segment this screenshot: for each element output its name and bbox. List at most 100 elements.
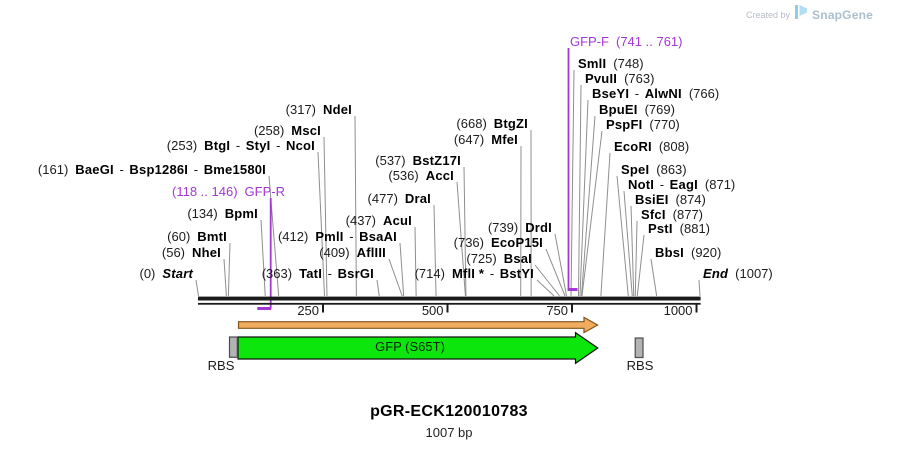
- site-enzyme-name: BseYI: [592, 86, 630, 101]
- site-enzyme-name: Bsp1286I: [129, 162, 189, 177]
- site-enzyme-name: StyI: [245, 138, 271, 153]
- leader-line: [636, 234, 645, 297]
- rbs-label-right: RBS: [626, 358, 654, 373]
- site-enzyme-name: PvuII: [585, 71, 618, 86]
- site-name-separator: -: [631, 86, 643, 101]
- site-position: (748): [613, 56, 644, 71]
- leader-line: [545, 248, 566, 297]
- primer-label-gfp-f: GFP-F (741 .. 761): [570, 35, 683, 49]
- site-name-separator: -: [272, 138, 285, 153]
- site-enzyme-name: MfeI: [491, 132, 518, 147]
- leader-line: [399, 242, 405, 297]
- leader-line: [227, 242, 231, 297]
- leader-line: [414, 226, 417, 297]
- leader-line: [354, 115, 357, 297]
- cds-arrow: [237, 331, 599, 365]
- site-enzyme-name: NdeI: [323, 102, 352, 117]
- site-enzyme-name: MflI *: [451, 266, 485, 281]
- leader-line: [579, 99, 589, 297]
- site-enzyme-name: NcoI: [286, 138, 315, 153]
- ruler-tick-label: 500: [421, 303, 444, 318]
- site-position: (725): [466, 251, 497, 266]
- site-enzyme-name: SfcI: [641, 207, 666, 222]
- site-enzyme-name: TatI: [299, 266, 323, 281]
- site-position: (161): [37, 162, 69, 177]
- primer-range: (741 .. 761): [616, 34, 683, 49]
- site-enzyme-name: BsiEI: [635, 192, 669, 207]
- site-name-separator: -: [232, 138, 244, 153]
- site-name-separator: -: [115, 162, 128, 177]
- restriction-site-label: (0) Start: [139, 267, 193, 281]
- site-position: (877): [672, 207, 704, 222]
- site-enzyme-name: EagI: [669, 177, 698, 192]
- ruler-bar: [198, 296, 701, 301]
- watermark-created-by: Created by: [746, 9, 791, 20]
- ruler-tick-label: 250: [297, 303, 320, 318]
- site-enzyme-name: BsaAI: [359, 229, 397, 244]
- site-position: (317): [285, 102, 317, 117]
- site-enzyme-name: SmlI: [578, 56, 607, 71]
- site-enzyme-name: BsrGI: [337, 266, 374, 281]
- site-enzyme-name: End: [703, 266, 729, 281]
- site-enzyme-name: BtgZI: [493, 116, 528, 131]
- site-enzyme-name: BpuEI: [599, 102, 638, 117]
- cds-label: GFP (S65T): [375, 339, 445, 354]
- site-enzyme-name: AflIII: [356, 245, 386, 260]
- restriction-site-label: (253) BtgI - StyI - NcoI: [167, 139, 315, 153]
- restriction-site-label: PvuII (763): [585, 72, 654, 86]
- restriction-site-label: (409) AflIII: [319, 246, 386, 260]
- site-position: (871): [704, 177, 736, 192]
- leader-line: [268, 175, 280, 297]
- site-enzyme-name: BpmI: [224, 206, 258, 221]
- leader-line: [317, 151, 325, 297]
- leader-line: [580, 115, 596, 297]
- primer-name: GFP-R: [244, 184, 285, 199]
- site-enzyme-name: DrdI: [525, 220, 552, 235]
- primer-name: GFP-F: [570, 34, 609, 49]
- site-enzyme-name: AlwNI: [644, 86, 682, 101]
- site-enzyme-name: PspFI: [606, 117, 643, 132]
- site-position: (647): [453, 132, 485, 147]
- site-position: (874): [675, 192, 706, 207]
- site-position: (770): [649, 117, 680, 132]
- watermark-brand: SnapGene: [812, 7, 873, 22]
- site-name-separator: -: [190, 162, 202, 177]
- site-position: (1007): [735, 266, 773, 281]
- snapgene-logo-icon: [794, 4, 808, 25]
- site-name-separator: -: [345, 229, 358, 244]
- site-position: (537): [375, 153, 406, 168]
- restriction-site-label: PstI (881): [648, 222, 710, 236]
- site-enzyme-name: SpeI: [621, 162, 650, 177]
- site-enzyme-name: BmtI: [197, 229, 227, 244]
- leader-line: [634, 220, 638, 297]
- site-position: (763): [624, 71, 655, 86]
- site-position: (808): [658, 139, 690, 154]
- restriction-site-label: BseYI - AlwNI (766): [592, 87, 719, 101]
- restriction-site-label: End (1007): [703, 267, 773, 281]
- restriction-site-label: (134) BpmI: [187, 207, 258, 221]
- site-position: (0): [139, 266, 156, 281]
- site-enzyme-name: BaeGI: [75, 162, 114, 177]
- site-enzyme-name: Bme1580I: [203, 162, 266, 177]
- site-position: (60): [167, 229, 191, 244]
- site-enzyme-name: EcoP15I: [491, 235, 543, 250]
- site-position: (920): [690, 245, 722, 260]
- leader-line: [456, 181, 466, 297]
- site-enzyme-name: BsaI: [503, 251, 532, 266]
- restriction-site-label: (317) NdeI: [286, 103, 352, 117]
- site-name-separator: -: [486, 266, 498, 281]
- restriction-site-label: (537) BstZ17I: [375, 154, 461, 168]
- restriction-site-label: (412) PmlI - BsaAI: [278, 230, 397, 244]
- restriction-site-label: (647) MfeI: [454, 133, 518, 147]
- restriction-site-label: (363) TatI - BsrGI: [262, 267, 374, 281]
- restriction-site-label: (56) NheI: [162, 246, 221, 260]
- restriction-site-label: (668) BtgZI: [456, 117, 528, 131]
- site-position: (258): [253, 123, 285, 138]
- rbs-label-left: RBS: [207, 358, 235, 373]
- site-enzyme-name: AcuI: [383, 213, 412, 228]
- leader-line: [388, 258, 403, 297]
- site-position: (56): [161, 245, 186, 260]
